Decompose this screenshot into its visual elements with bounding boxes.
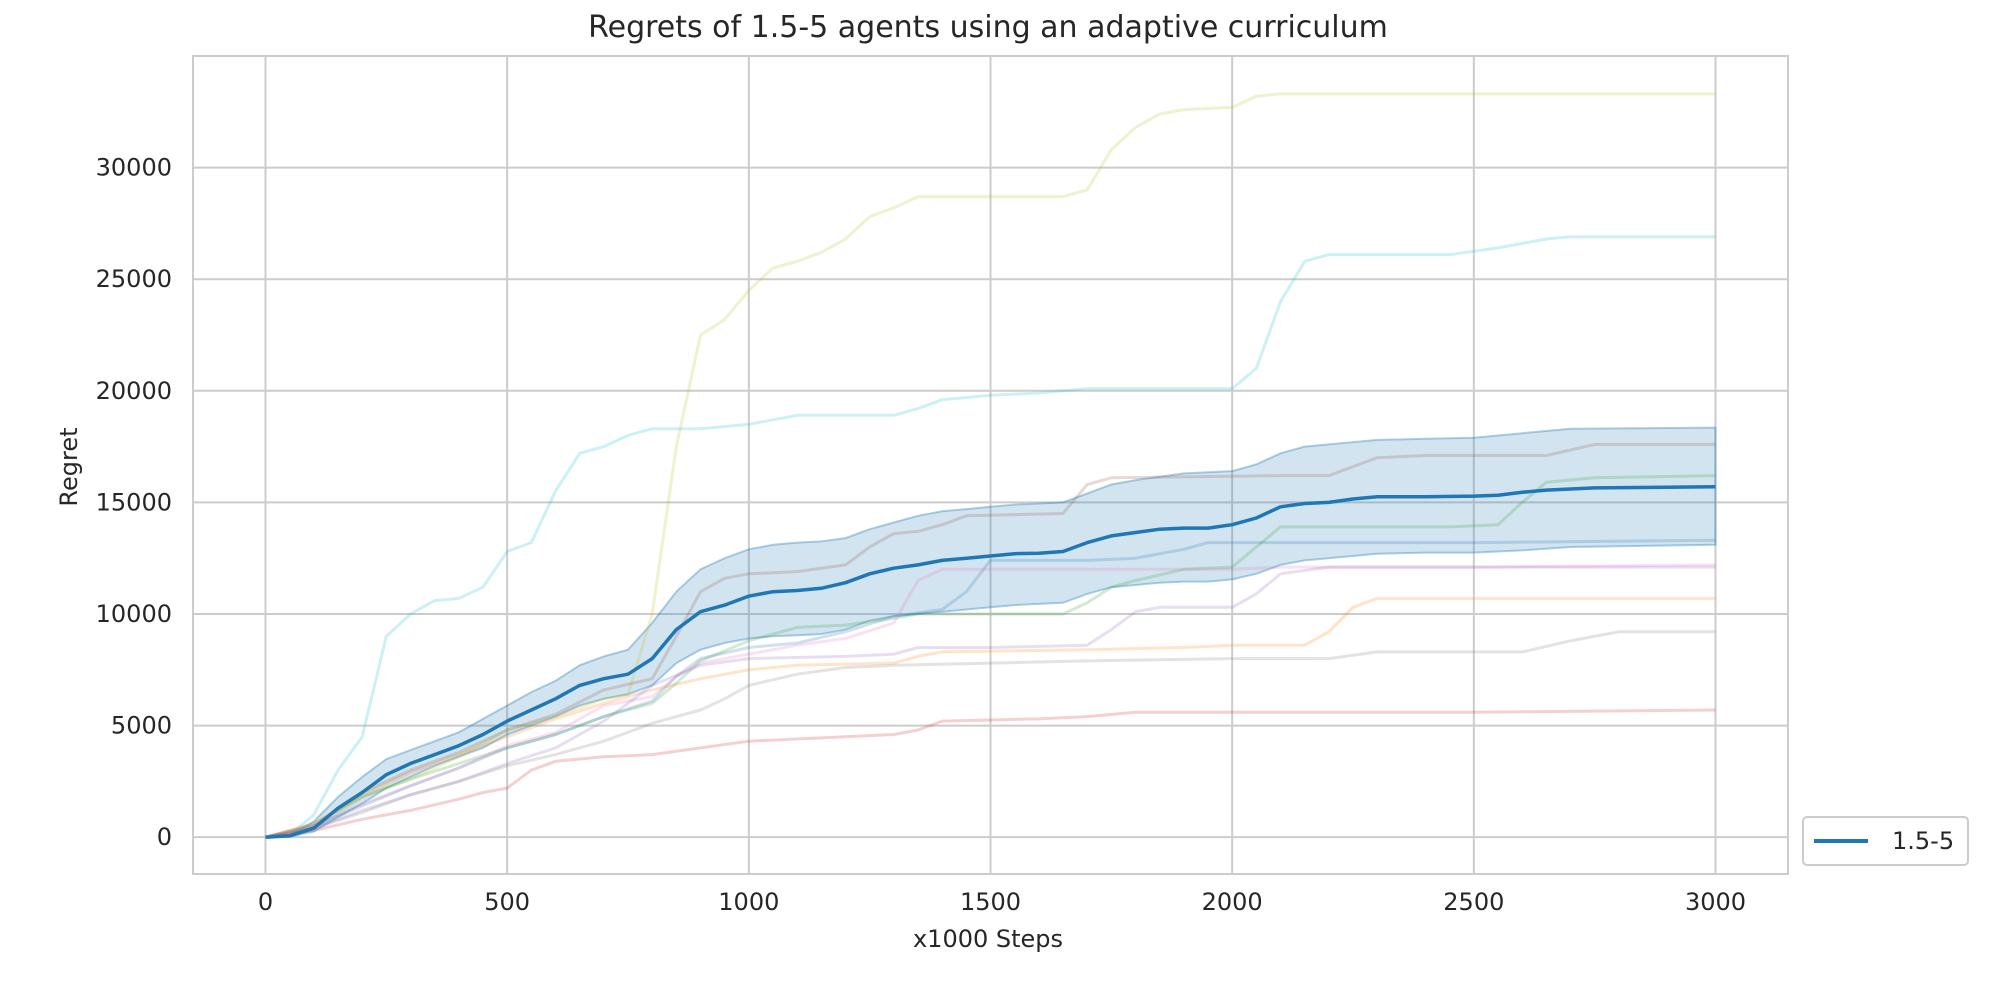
y-tick-label: 25000 [96, 265, 172, 293]
mean-line-layer [265, 485, 1716, 839]
mean-series-line [265, 485, 1716, 839]
x-axis-title: x1000 Steps [913, 925, 1063, 953]
legend-label: 1.5-5 [1892, 827, 1954, 855]
individual-run-line-1 [265, 92, 1716, 839]
legend: 1.5-5 [1802, 816, 1969, 866]
individual-run-line-4 [265, 474, 1716, 839]
x-tick-label: 1500 [960, 888, 1021, 916]
individual-run-line-8 [265, 565, 1716, 839]
x-tick-label: 1000 [718, 888, 779, 916]
individual-run-line-3 [265, 442, 1716, 839]
x-tick-label: 500 [484, 888, 530, 916]
y-axis-title: Regret [55, 427, 83, 506]
y-tick-label: 0 [157, 823, 172, 851]
x-tick-label: 0 [258, 888, 273, 916]
chart-title: Regrets of 1.5-5 agents using an adaptiv… [588, 10, 1388, 45]
confidence-band [265, 426, 1717, 839]
x-axis-ticks: 0 500 1000 1500 2000 2500 3000 [258, 888, 1746, 916]
individual-run-line-5 [265, 538, 1716, 839]
y-tick-label: 20000 [96, 377, 172, 405]
legend-box [1802, 816, 1969, 866]
individual-run-line-7 [265, 596, 1716, 839]
y-tick-label: 5000 [111, 712, 172, 740]
individual-run-line-10 [265, 708, 1716, 839]
individual-runs-layer [265, 92, 1716, 839]
individual-run-line-6 [265, 563, 1716, 839]
individual-run-line-9 [265, 630, 1716, 839]
x-tick-label: 2000 [1202, 888, 1263, 916]
x-tick-label: 2500 [1443, 888, 1504, 916]
confidence-band-layer [265, 426, 1717, 839]
x-tick-label: 3000 [1685, 888, 1746, 916]
y-axis-ticks: 0 5000 10000 15000 20000 25000 30000 [96, 154, 172, 852]
y-tick-label: 30000 [96, 154, 172, 182]
grid-lines [193, 56, 1788, 874]
individual-run-line-2 [265, 235, 1716, 839]
y-tick-label: 15000 [96, 488, 172, 516]
y-tick-label: 10000 [96, 600, 172, 628]
